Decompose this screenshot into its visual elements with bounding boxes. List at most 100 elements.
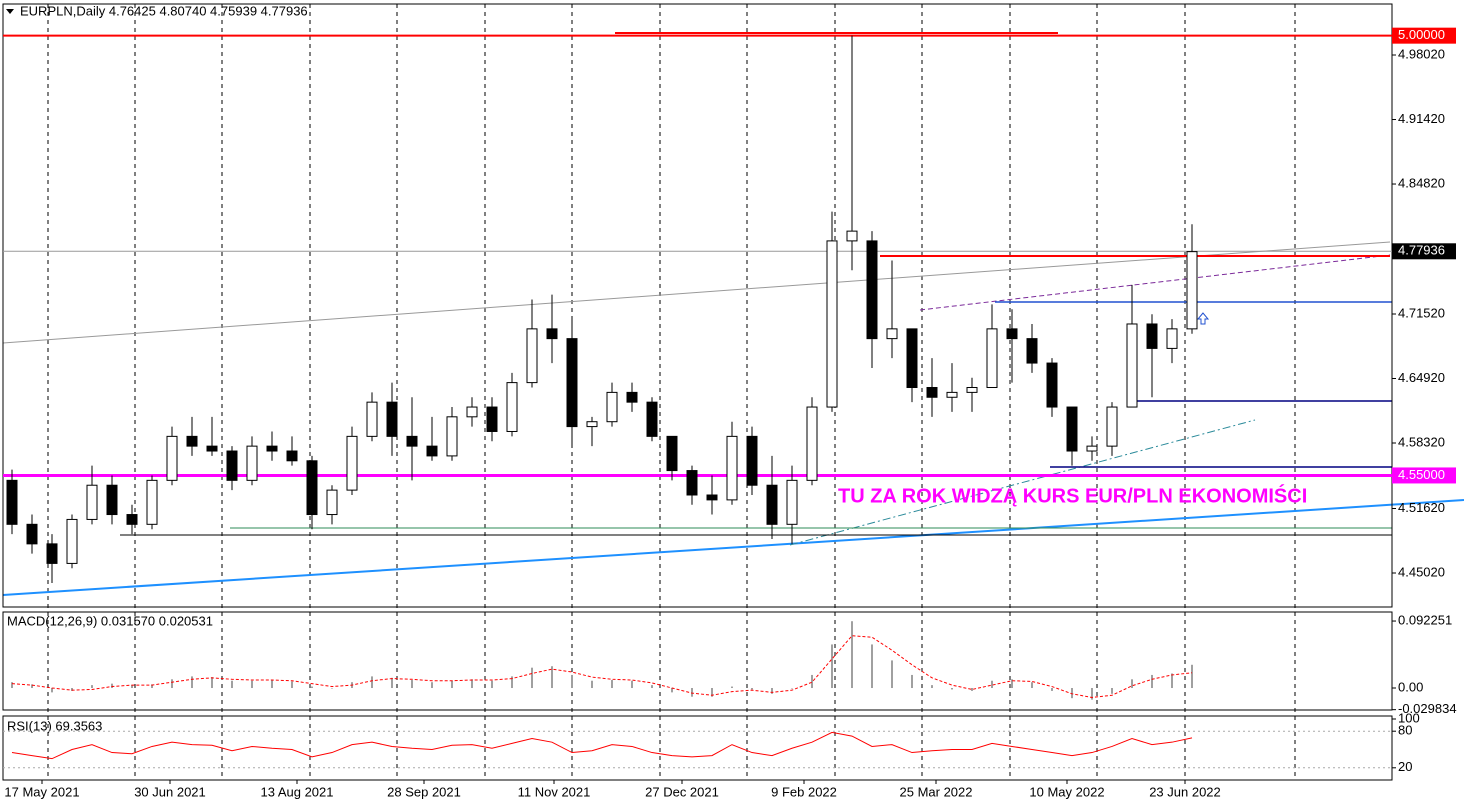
candle-body <box>166 435 178 481</box>
marks: 4.98020 4.91420 4.84820 4.71520 4.64920 4.583… <box>3 27 1457 799</box>
macd-bar <box>391 677 393 689</box>
macd-bar <box>111 683 113 689</box>
macd-bar <box>1171 673 1173 689</box>
candle-body <box>986 328 998 388</box>
macd-bar <box>651 685 653 689</box>
candle-body <box>626 391 638 403</box>
level-label: 5.00000 <box>1398 27 1445 42</box>
y-tick-label: 4.64920 <box>1398 370 1445 385</box>
candle-body <box>846 230 858 242</box>
candle-body <box>1006 328 1018 340</box>
candle-body <box>546 328 558 340</box>
candle-body <box>1086 445 1098 452</box>
candle-body <box>426 445 438 457</box>
macd-bar <box>931 685 933 689</box>
vertical-grid <box>47 4 1296 780</box>
macd-bar <box>1071 688 1073 699</box>
y-tick-label: 20 <box>1398 759 1412 774</box>
y-tick-label: 0.00 <box>1398 679 1423 694</box>
macd-bar <box>771 688 773 694</box>
macd-bar <box>231 680 233 689</box>
x-tick-label: 13 Aug 2021 <box>260 784 333 799</box>
level-box <box>1392 467 1456 484</box>
macd-bar <box>471 679 473 689</box>
y-tick-label: 4.58320 <box>1398 434 1445 449</box>
macd-title: MACD(12,26,9) 0.031570 0.020531 <box>7 613 213 628</box>
macd-bar <box>991 680 993 689</box>
candle-body <box>486 406 498 432</box>
macd-bar <box>291 681 293 689</box>
macd-bar <box>511 676 513 689</box>
macd-bar <box>71 688 73 691</box>
macd-bar <box>571 674 573 689</box>
candle-body <box>526 328 538 384</box>
candle-body <box>186 435 198 447</box>
macd-bar <box>711 688 713 697</box>
candle-body <box>1186 251 1198 330</box>
macd-panel <box>2 611 1393 711</box>
macd-bar <box>211 677 213 689</box>
candle-body <box>246 445 258 481</box>
x-tick-label: 23 Jun 2022 <box>1149 784 1221 799</box>
x-tick-label: 11 Nov 2021 <box>518 784 591 799</box>
macd-bar <box>951 688 953 690</box>
candle-body <box>906 328 918 388</box>
macd-bar <box>371 676 373 689</box>
rsi-panel <box>2 715 1393 781</box>
macd-bar <box>891 660 893 689</box>
candle-body <box>266 445 278 452</box>
candle-body <box>1046 362 1058 408</box>
macd-bar <box>631 680 633 689</box>
candle-body <box>1126 323 1138 408</box>
y-tick-label: 4.45020 <box>1398 564 1445 579</box>
macd-bar <box>1131 679 1133 689</box>
macd-bar <box>91 685 93 689</box>
candle-body <box>866 240 878 340</box>
macd-bar <box>1011 679 1013 689</box>
rsi-line <box>11 731 1193 760</box>
macd-bar <box>611 680 613 689</box>
candle-body <box>806 406 818 481</box>
macd-bar <box>491 680 493 689</box>
macd-bar <box>1111 688 1113 694</box>
macd-bar <box>311 686 313 689</box>
y-tick-label: 4.91420 <box>1398 111 1445 126</box>
macd-bar <box>731 686 733 689</box>
candle-body <box>1026 338 1038 364</box>
y-tick-label: 80 <box>1398 723 1412 738</box>
candle-body <box>446 416 458 457</box>
price-panel <box>2 3 1393 608</box>
macd-bar <box>791 688 793 689</box>
level-label: 4.55000 <box>1398 467 1445 482</box>
candle-body <box>86 484 98 520</box>
macd-bar <box>271 680 273 689</box>
candle-body <box>726 435 738 501</box>
candle-body <box>766 484 778 525</box>
macd-bar <box>1191 664 1193 689</box>
y-tick-label: 100 <box>1398 710 1420 725</box>
macd-bar <box>151 684 153 689</box>
candle-body <box>6 479 18 525</box>
macd-bar <box>1091 688 1093 700</box>
x-tick-label: 25 Mar 2022 <box>900 784 973 799</box>
menu-triangle <box>6 9 14 14</box>
y-tick-label: 4.84820 <box>1398 175 1445 190</box>
candle-body <box>366 401 378 437</box>
candle-body <box>466 406 478 418</box>
x-tick-label: 17 May 2021 <box>4 784 79 799</box>
candle-body <box>926 386 938 398</box>
candle-body <box>226 450 238 481</box>
candle-body <box>406 435 418 447</box>
x-tick-label: 27 Dec 2021 <box>645 784 719 799</box>
candle-body <box>826 240 838 408</box>
macd-bar <box>451 680 453 689</box>
candle-body <box>1166 328 1178 349</box>
macd-bar <box>191 676 193 689</box>
candle-body <box>106 484 118 516</box>
rsi-title: RSI(13) 69.3563 <box>7 718 102 733</box>
y-tick-label: -0.029834 <box>1398 701 1457 716</box>
y-tick-label: 4.98020 <box>1398 46 1445 61</box>
candle-body <box>1066 406 1078 452</box>
annotation: TU ZA ROK WIDZĄ KURS EUR/PLN EKONOMIŚCI <box>838 483 1307 507</box>
